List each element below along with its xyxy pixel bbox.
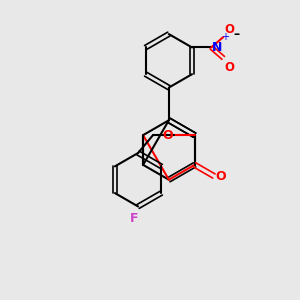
Text: F: F <box>130 212 139 225</box>
Text: O: O <box>215 169 226 182</box>
Text: O: O <box>225 61 235 74</box>
Text: +: + <box>221 32 229 42</box>
Text: O: O <box>225 22 235 36</box>
Text: O: O <box>163 129 173 142</box>
Text: –: – <box>234 28 240 40</box>
Text: N: N <box>212 41 222 54</box>
